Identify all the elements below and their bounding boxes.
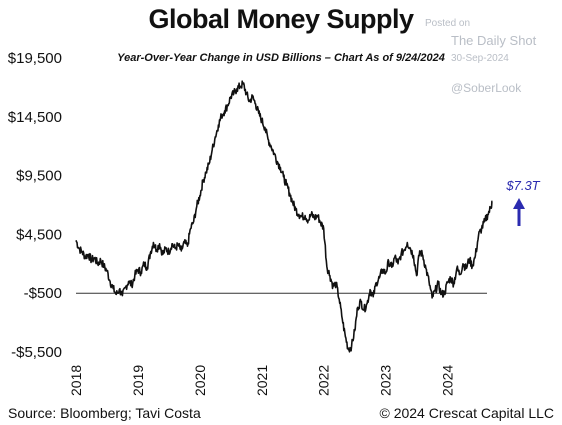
watermark-date: 30-Sep-2024 [451,53,509,64]
x-tick-label: 2021 [254,365,270,396]
series-line [75,80,493,353]
x-tick-label: 2020 [192,365,208,396]
y-tick-label: -$500 [24,285,62,302]
copyright-note: © 2024 Crescat Capital LLC [379,405,554,421]
x-tick-label: 2018 [68,365,84,396]
watermark-posted-on: Posted on [425,18,471,29]
y-tick-label: $19,500 [8,50,62,67]
annotation-arrowhead [513,198,525,209]
y-tick-label: $14,500 [8,109,62,126]
y-tick-label: $9,500 [16,168,62,185]
x-tick-label: 2023 [378,365,394,396]
y-tick-label: -$5,500 [11,344,62,361]
watermark-publisher: The Daily Shot [451,33,537,48]
x-tick-label: 2024 [440,365,456,396]
annotation-label: $7.3T [505,178,540,193]
x-tick-label: 2019 [130,365,146,396]
watermark-handle: @SoberLook [451,81,522,95]
source-note: Source: Bloomberg; Tavi Costa [8,405,201,421]
y-tick-label: $4,500 [16,226,62,243]
chart-title: Global Money Supply [148,4,414,34]
chart-subtitle: Year-Over-Year Change in USD Billions – … [117,52,445,64]
x-tick-label: 2022 [316,365,332,396]
